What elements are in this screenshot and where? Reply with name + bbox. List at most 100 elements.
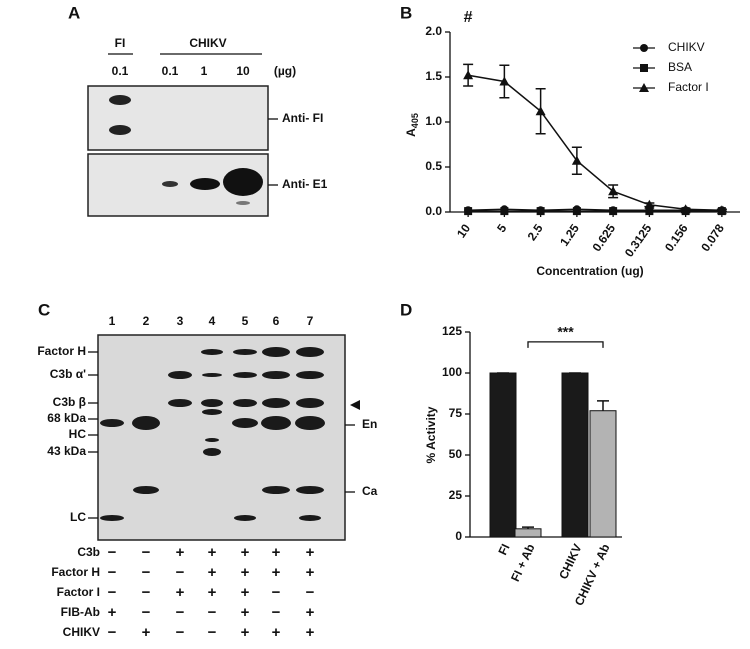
condition-sign: + bbox=[208, 544, 217, 561]
y-axis-label: A405 bbox=[404, 113, 420, 137]
x-tick-label: 1.25 bbox=[557, 221, 582, 248]
point bbox=[680, 204, 691, 214]
lane-number: 5 bbox=[242, 314, 249, 328]
gel-band bbox=[295, 416, 325, 430]
condition-sign: − bbox=[176, 624, 185, 641]
amount-label: 1 bbox=[201, 64, 208, 78]
legend-label: BSA bbox=[668, 60, 692, 74]
point bbox=[500, 207, 509, 216]
gel-band bbox=[168, 371, 192, 379]
point bbox=[716, 205, 727, 215]
condition-sign: + bbox=[176, 584, 185, 601]
condition-sign: + bbox=[208, 564, 217, 581]
y-tick-label: 1.0 bbox=[425, 114, 442, 128]
point bbox=[572, 207, 581, 216]
point bbox=[609, 207, 618, 216]
bar bbox=[561, 372, 589, 538]
gel-band bbox=[296, 347, 324, 357]
panel-label: B bbox=[400, 3, 412, 22]
lane-number: 3 bbox=[177, 314, 184, 328]
marker-label: C3b α' bbox=[50, 367, 86, 381]
marker-label: 68 kDa bbox=[47, 411, 86, 425]
point bbox=[536, 207, 545, 216]
condition-sign: − bbox=[142, 564, 151, 581]
y-tick-label: 0.5 bbox=[425, 159, 442, 173]
marker-label: Factor H bbox=[37, 344, 86, 358]
x-tick-label: 10 bbox=[454, 221, 473, 240]
gel-band bbox=[205, 438, 219, 442]
blot-label: Anti- E1 bbox=[282, 177, 328, 191]
x-tick-label: CHIKV bbox=[556, 542, 584, 582]
condition-sign: − bbox=[108, 564, 117, 581]
group-label: FI bbox=[115, 36, 126, 50]
series-line bbox=[467, 74, 722, 211]
condition-sign: − bbox=[142, 584, 151, 601]
gel-band bbox=[262, 398, 290, 408]
condition-sign: − bbox=[142, 604, 151, 621]
condition-sign: + bbox=[272, 564, 281, 581]
band bbox=[109, 125, 131, 135]
condition-sign: + bbox=[241, 604, 250, 621]
gel-band bbox=[262, 347, 290, 357]
x-tick-label: 2.5 bbox=[525, 221, 546, 243]
condition-sign: + bbox=[306, 624, 315, 641]
gel-band bbox=[100, 419, 124, 427]
x-tick-label: 0.625 bbox=[589, 221, 618, 254]
gel-band bbox=[299, 515, 321, 521]
condition-label: CHIKV bbox=[63, 625, 100, 639]
condition-sign: + bbox=[272, 544, 281, 561]
gel-band bbox=[100, 515, 124, 521]
series-line bbox=[468, 208, 722, 211]
amount-label: 0.1 bbox=[162, 64, 179, 78]
gel-band bbox=[233, 399, 257, 407]
gel-band bbox=[296, 371, 324, 379]
blot-label: Anti- FI bbox=[282, 111, 323, 125]
condition-label: FIB-Ab bbox=[61, 605, 100, 619]
condition-sign: + bbox=[241, 624, 250, 641]
condition-label: Factor I bbox=[57, 585, 100, 599]
legend-marker bbox=[640, 64, 648, 72]
band bbox=[109, 95, 131, 105]
lane-number: 1 bbox=[109, 314, 116, 328]
point bbox=[644, 199, 655, 209]
band bbox=[190, 178, 220, 190]
x-tick-label: FI bbox=[495, 542, 512, 558]
point bbox=[645, 207, 654, 216]
marker-label: HC bbox=[69, 427, 87, 441]
gel-band bbox=[296, 398, 324, 408]
condition-sign: − bbox=[108, 584, 117, 601]
condition-sign: + bbox=[108, 604, 117, 621]
y-tick-label: 125 bbox=[442, 324, 462, 338]
gel-band bbox=[261, 416, 291, 430]
point bbox=[463, 70, 474, 80]
point bbox=[535, 106, 546, 116]
marker-label: Ca bbox=[362, 484, 378, 498]
x-tick-label: FI + Ab bbox=[508, 542, 538, 584]
gel bbox=[97, 334, 346, 541]
point bbox=[499, 76, 510, 86]
condition-sign: + bbox=[142, 624, 151, 641]
bar bbox=[489, 372, 517, 538]
panel-label: D bbox=[400, 300, 412, 319]
condition-sign: + bbox=[306, 604, 315, 621]
y-axis-label-sub: 405 bbox=[410, 113, 420, 128]
condition-sign: − bbox=[272, 604, 281, 621]
gel-band bbox=[202, 409, 222, 415]
lane-number: 2 bbox=[143, 314, 150, 328]
legend-marker bbox=[640, 44, 648, 52]
lane-number: 7 bbox=[307, 314, 314, 328]
marker-label: C3b β bbox=[53, 395, 86, 409]
condition-sign: + bbox=[241, 564, 250, 581]
gel-band bbox=[133, 486, 159, 494]
y-tick-label: 0.0 bbox=[425, 204, 442, 218]
y-tick-label: 100 bbox=[442, 365, 462, 379]
y-axis-label: % Activity bbox=[424, 406, 438, 463]
significance-label: *** bbox=[557, 324, 574, 340]
arrowhead bbox=[350, 400, 360, 410]
x-axis-label: Concentration (ug) bbox=[536, 264, 643, 278]
band bbox=[162, 181, 178, 187]
condition-sign: − bbox=[108, 624, 117, 641]
condition-sign: − bbox=[176, 564, 185, 581]
gel-band bbox=[168, 399, 192, 407]
